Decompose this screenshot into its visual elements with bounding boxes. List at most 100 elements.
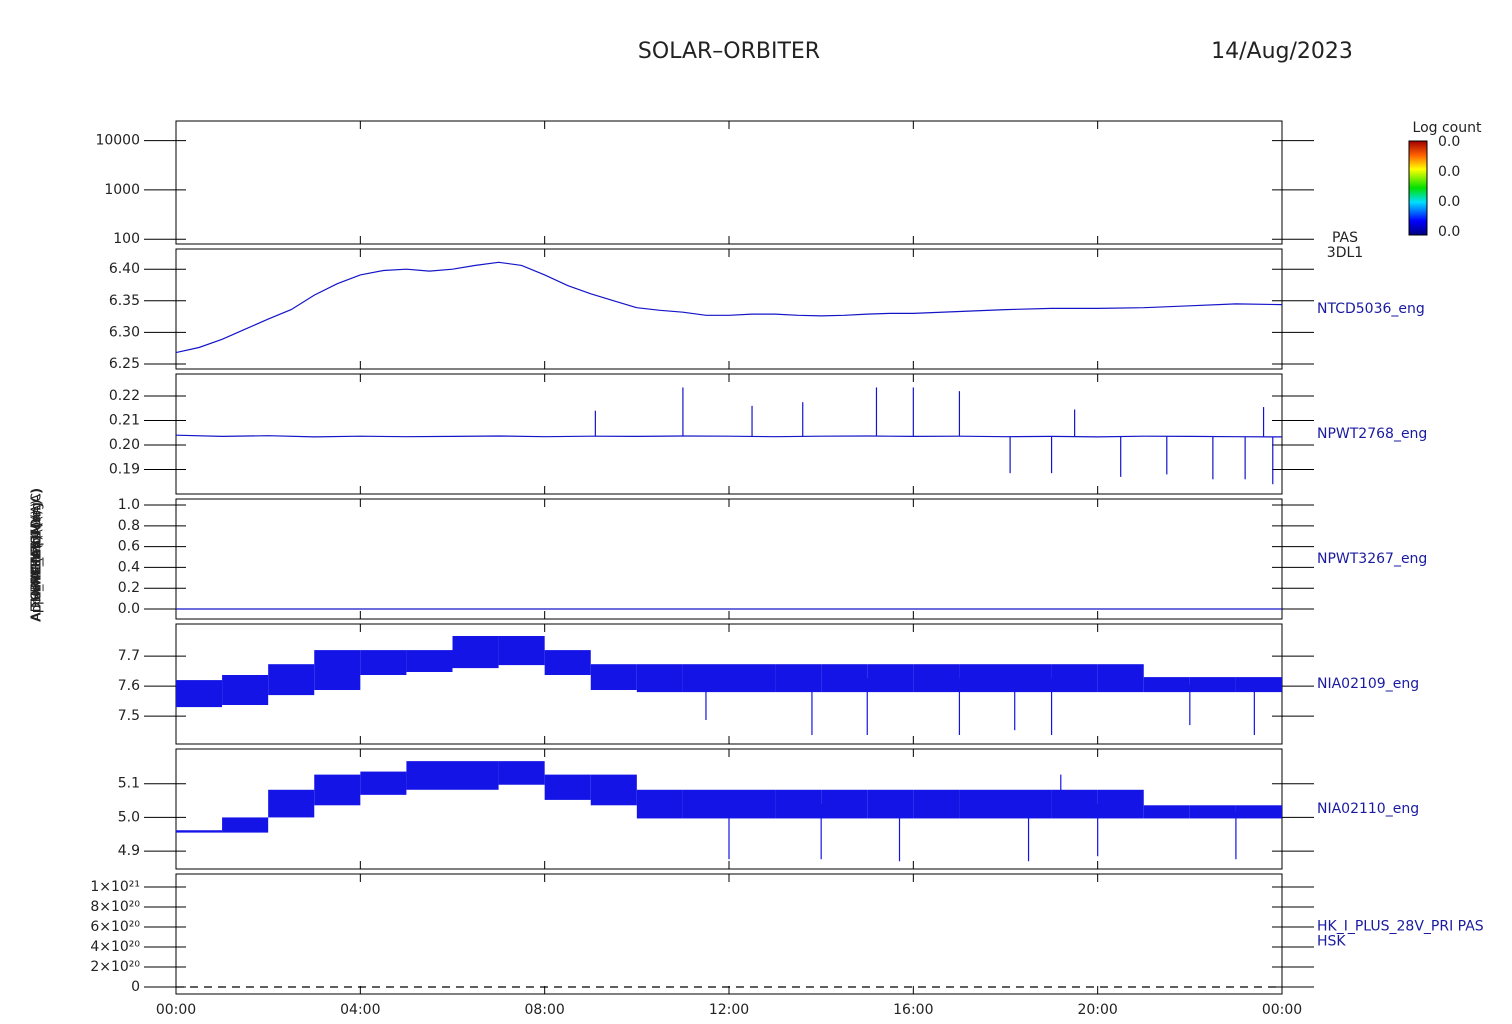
band-segment bbox=[406, 650, 453, 672]
y-tick-label: 0.19 bbox=[109, 462, 140, 478]
band-segment bbox=[176, 830, 223, 833]
band-segment bbox=[222, 675, 269, 705]
band-segment bbox=[729, 664, 776, 693]
band-segment bbox=[1051, 664, 1098, 693]
y-tick-label: 6×10²⁰ bbox=[90, 919, 140, 935]
band-segment bbox=[360, 650, 407, 675]
y-tick-label: 4×10²⁰ bbox=[90, 939, 140, 955]
y-tick-label: 6.30 bbox=[109, 324, 140, 340]
band-segment bbox=[913, 664, 960, 693]
band-segment bbox=[590, 774, 637, 806]
y-tick-label: 0.0 bbox=[118, 601, 140, 617]
y-axis-label: FORMHLR (Mon) bbox=[30, 502, 45, 608]
panel-label: NIA02110_eng bbox=[1317, 801, 1419, 817]
colorbar-label: 0.0 bbox=[1438, 194, 1460, 210]
date: 14/Aug/2023 bbox=[1211, 39, 1353, 64]
colorbar-label: 0.0 bbox=[1438, 134, 1460, 150]
y-tick-label: 8×10²⁰ bbox=[90, 899, 140, 915]
y-tick-label: 0.21 bbox=[109, 413, 140, 429]
title: SOLAR–ORBITER bbox=[638, 39, 820, 64]
y-tick-label: 0.6 bbox=[118, 539, 140, 555]
band-segment bbox=[775, 664, 822, 693]
panel-label: NPWT3267_eng bbox=[1317, 551, 1427, 567]
x-tick-label: 16:00 bbox=[893, 1002, 933, 1018]
y-tick-label: 0.8 bbox=[118, 518, 140, 534]
y-axis-label: IMON (nA) bbox=[30, 522, 45, 588]
band-segment bbox=[222, 817, 269, 833]
band-segment bbox=[1051, 789, 1098, 819]
band-segment bbox=[268, 664, 315, 696]
band-segment bbox=[1143, 677, 1190, 693]
band-segment bbox=[636, 789, 683, 819]
panel-frame bbox=[175, 373, 1283, 495]
y-tick-label: 10000 bbox=[95, 133, 140, 149]
band-segment bbox=[682, 789, 729, 819]
band-segment bbox=[1097, 789, 1144, 819]
band-segment bbox=[959, 664, 1006, 693]
band-segment bbox=[913, 789, 960, 819]
y-tick-label: 5.1 bbox=[118, 776, 140, 792]
x-tick-label: 00:00 bbox=[1262, 1002, 1302, 1018]
band-segment bbox=[867, 664, 914, 693]
band-segment bbox=[452, 761, 499, 790]
y-tick-label: 100 bbox=[113, 231, 140, 247]
panel-frame bbox=[175, 498, 1283, 620]
band-segment bbox=[775, 789, 822, 819]
x-tick-label: 12:00 bbox=[709, 1002, 749, 1018]
data-line bbox=[175, 261, 1283, 354]
band-segment bbox=[821, 664, 868, 693]
colorbar-label: 0.0 bbox=[1438, 224, 1460, 240]
panel-label: NPWT2768_eng bbox=[1317, 426, 1427, 442]
panel-frame bbox=[175, 248, 1283, 370]
y-tick-label: 1000 bbox=[104, 182, 140, 198]
band-segment bbox=[268, 789, 315, 818]
band-segment bbox=[406, 761, 453, 790]
band-segment bbox=[636, 664, 683, 693]
y-axis-label: THERM_CA4 (nA) bbox=[30, 500, 45, 611]
band-segment bbox=[867, 789, 914, 819]
band-segment bbox=[176, 680, 223, 708]
band-segment bbox=[452, 636, 499, 669]
x-tick-label: 04:00 bbox=[340, 1002, 380, 1018]
band-segment bbox=[314, 774, 361, 806]
band-segment bbox=[821, 789, 868, 819]
panel-label: NTCD5036_eng bbox=[1317, 301, 1425, 317]
colorbar bbox=[1408, 140, 1428, 236]
band-segment bbox=[1143, 805, 1190, 819]
y-tick-label: 7.5 bbox=[118, 708, 140, 724]
y-tick-label: 4.9 bbox=[118, 843, 140, 859]
band-segment bbox=[1189, 805, 1236, 819]
y-tick-label: 0.4 bbox=[118, 559, 140, 575]
panel-label: 3DL1 bbox=[1327, 245, 1363, 261]
y-tick-label: 6.40 bbox=[109, 261, 140, 277]
x-tick-label: 20:00 bbox=[1077, 1002, 1117, 1018]
band-segment bbox=[360, 771, 407, 795]
data-line bbox=[175, 434, 1283, 438]
band-segment bbox=[729, 789, 776, 819]
panel-label: HK_I_PLUS_28V_PRI PAS bbox=[1317, 919, 1484, 935]
y-tick-label: 6.25 bbox=[109, 356, 140, 372]
band-segment bbox=[544, 650, 591, 675]
panel-label: PAS bbox=[1332, 230, 1358, 246]
y-tick-label: 1.0 bbox=[118, 497, 140, 513]
band-segment bbox=[959, 789, 1006, 819]
panel-label: NIA02109_eng bbox=[1317, 676, 1419, 692]
band-segment bbox=[1235, 677, 1282, 693]
panel-frame bbox=[175, 873, 1283, 995]
colorbar-label: 0.0 bbox=[1438, 164, 1460, 180]
band-segment bbox=[1235, 805, 1282, 819]
y-tick-label: 6.35 bbox=[109, 293, 140, 309]
y-tick-label: 7.7 bbox=[118, 648, 140, 664]
y-tick-label: 0.20 bbox=[109, 437, 140, 453]
y-axis-label: SWA-EAS1 (V) bbox=[30, 510, 45, 601]
y-axis-label: ADM_HK_IMON (mA) bbox=[30, 489, 45, 621]
band-segment bbox=[544, 774, 591, 800]
y-tick-label: 0.22 bbox=[109, 388, 140, 404]
band-segment bbox=[498, 761, 545, 785]
y-tick-label: 7.6 bbox=[118, 678, 140, 694]
y-tick-label: 5.0 bbox=[118, 809, 140, 825]
y-tick-label: 1×10²¹ bbox=[90, 879, 140, 895]
y-axis-label: E (eV) bbox=[30, 535, 45, 574]
panel-frame bbox=[175, 120, 1283, 245]
